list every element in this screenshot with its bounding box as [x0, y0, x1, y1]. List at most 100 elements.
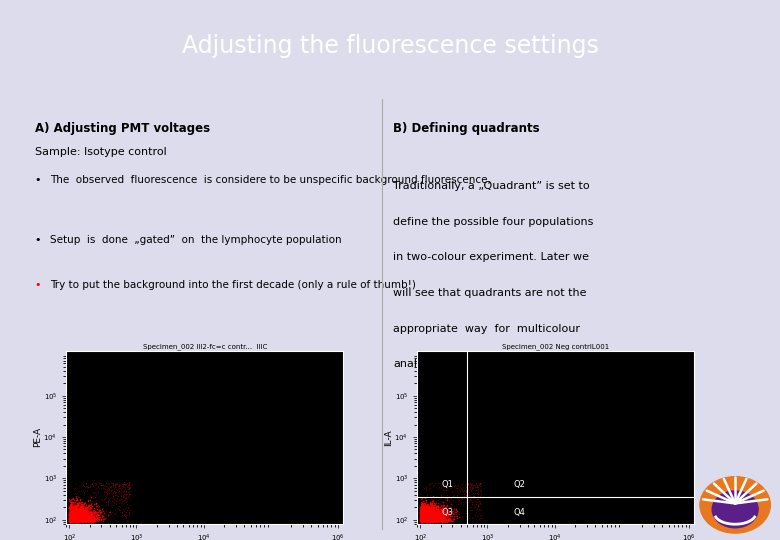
Point — [418, 517, 431, 525]
Point — [419, 512, 431, 521]
Point — [424, 507, 436, 516]
Point — [459, 509, 472, 517]
Point — [78, 516, 90, 525]
Point — [422, 516, 434, 524]
Point — [417, 501, 429, 510]
Point — [415, 509, 427, 517]
Point — [66, 508, 78, 516]
Point — [417, 510, 429, 519]
Point — [102, 498, 115, 507]
Point — [72, 513, 84, 522]
Point — [429, 516, 441, 524]
Point — [78, 517, 90, 525]
Point — [67, 517, 80, 526]
Point — [420, 512, 432, 521]
Point — [424, 512, 436, 521]
Point — [81, 515, 94, 524]
Point — [424, 517, 436, 525]
Point — [77, 511, 90, 519]
Point — [420, 506, 432, 515]
Point — [69, 513, 81, 522]
Point — [418, 506, 431, 515]
Point — [76, 516, 88, 525]
Point — [422, 511, 434, 520]
Point — [111, 497, 123, 505]
Point — [64, 512, 76, 521]
Point — [72, 513, 84, 522]
Point — [66, 512, 79, 521]
Point — [420, 516, 432, 525]
Point — [420, 516, 433, 524]
Point — [65, 516, 77, 524]
Point — [414, 517, 427, 526]
Point — [77, 511, 90, 520]
Point — [71, 516, 83, 525]
Point — [423, 514, 435, 522]
Point — [69, 510, 81, 518]
Point — [465, 503, 477, 511]
Point — [92, 481, 105, 490]
Point — [81, 503, 94, 511]
Point — [424, 509, 437, 518]
Point — [430, 514, 442, 522]
Point — [445, 516, 458, 525]
Point — [415, 517, 427, 526]
Point — [78, 483, 90, 491]
Point — [420, 508, 433, 516]
Point — [432, 511, 445, 519]
Point — [420, 509, 432, 518]
Point — [81, 510, 94, 518]
Point — [418, 516, 431, 525]
Point — [72, 513, 84, 522]
Point — [81, 510, 94, 519]
Point — [426, 516, 438, 525]
Point — [417, 510, 429, 519]
Point — [80, 514, 93, 522]
Point — [66, 512, 79, 521]
Point — [66, 510, 78, 519]
Point — [425, 507, 438, 516]
Point — [417, 512, 429, 521]
Point — [427, 507, 439, 516]
Point — [124, 501, 136, 510]
Point — [82, 510, 94, 519]
Point — [86, 517, 98, 526]
Point — [425, 513, 438, 522]
Point — [78, 510, 90, 518]
Point — [422, 510, 434, 519]
Point — [63, 516, 76, 524]
Point — [82, 482, 94, 491]
Point — [100, 482, 112, 490]
Point — [115, 495, 128, 504]
Point — [429, 516, 441, 524]
Point — [68, 515, 80, 524]
Point — [64, 516, 76, 524]
Point — [428, 517, 441, 526]
Point — [427, 516, 440, 525]
Point — [438, 503, 450, 512]
Point — [68, 511, 80, 519]
Point — [71, 515, 83, 523]
Point — [72, 517, 84, 525]
Point — [427, 509, 439, 517]
Point — [415, 511, 427, 519]
Point — [68, 508, 80, 517]
Point — [87, 512, 100, 521]
Point — [430, 509, 442, 517]
Point — [426, 516, 438, 525]
Point — [415, 507, 427, 515]
Point — [428, 507, 441, 515]
Point — [72, 515, 84, 523]
Point — [416, 515, 428, 524]
Point — [414, 512, 427, 521]
Point — [64, 507, 76, 515]
Point — [421, 514, 434, 523]
Point — [69, 507, 81, 515]
Point — [463, 479, 476, 488]
Point — [444, 515, 456, 523]
Point — [423, 503, 435, 512]
Point — [418, 516, 431, 524]
Point — [73, 512, 85, 521]
Point — [416, 517, 428, 525]
Point — [414, 517, 427, 526]
